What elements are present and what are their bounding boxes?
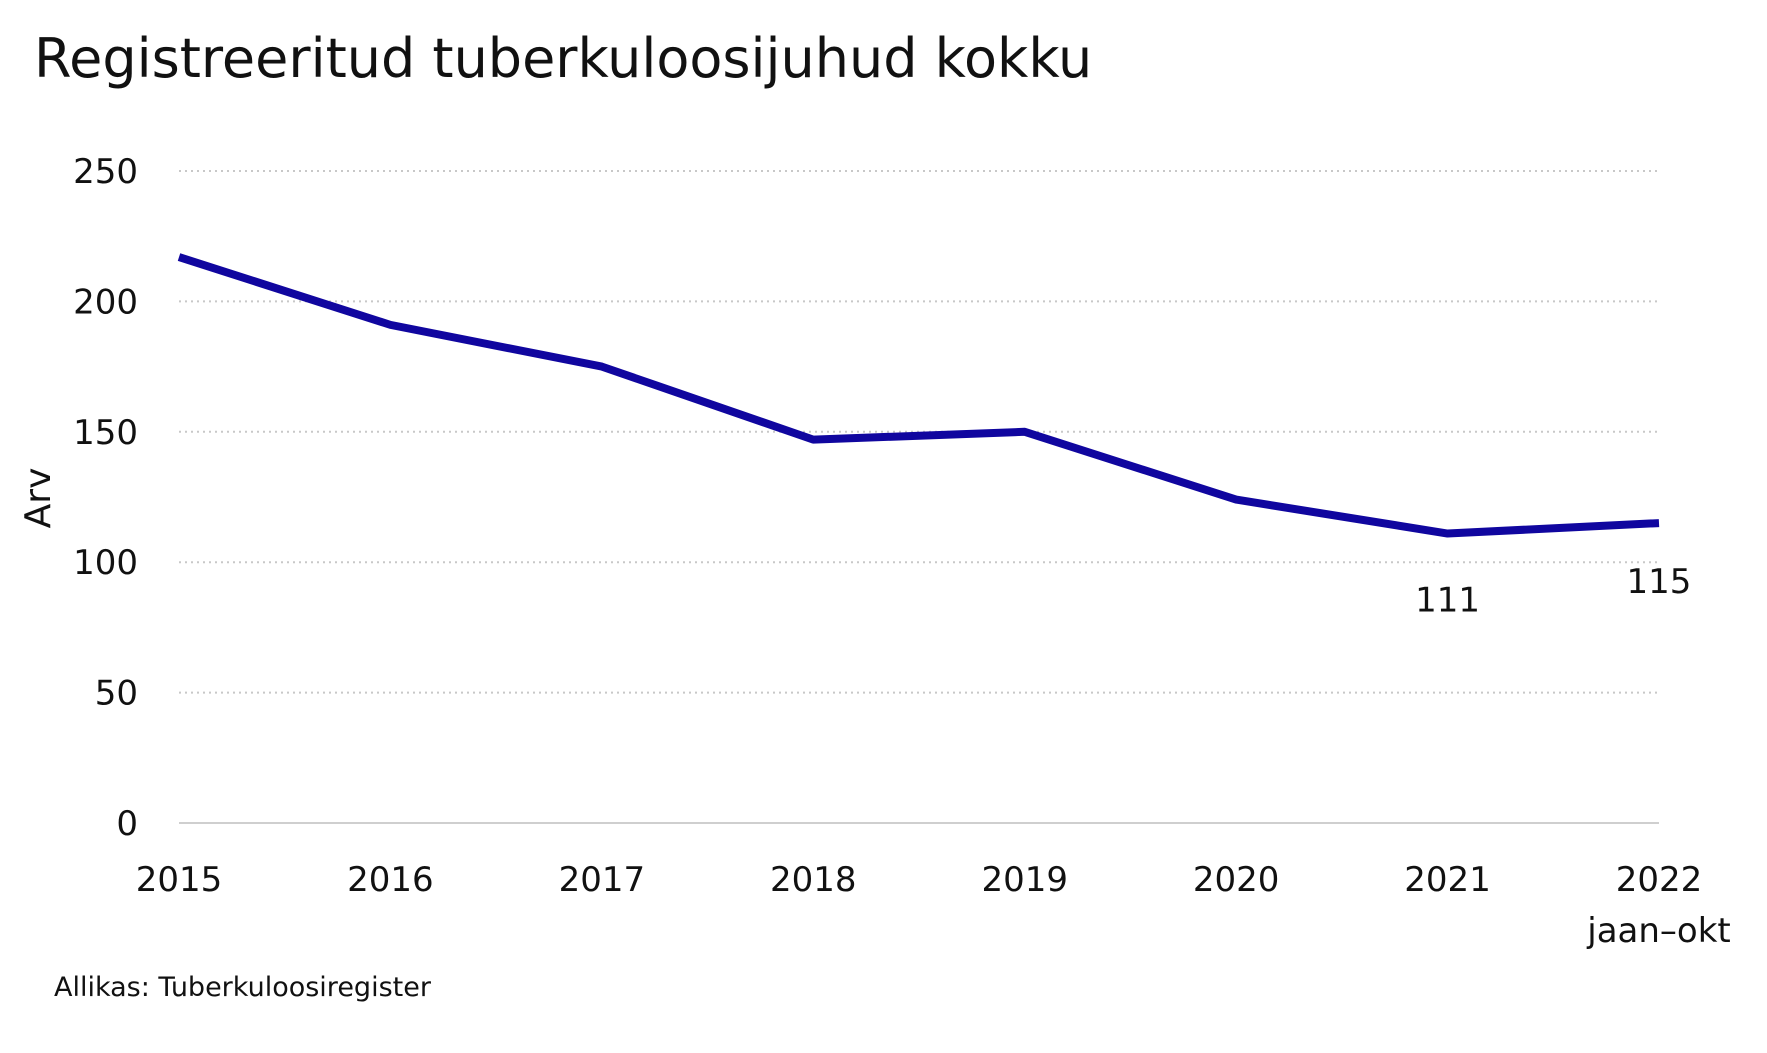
y-tick-label: 250 bbox=[73, 152, 138, 192]
y-tick-label: 200 bbox=[73, 282, 138, 322]
series bbox=[177, 253, 1660, 538]
gridlines bbox=[179, 170, 1659, 824]
data-label: 111 bbox=[1415, 581, 1480, 621]
source-note: Allikas: Tuberkuloosiregister bbox=[54, 972, 432, 1003]
x-tick-label: 2021 bbox=[1404, 860, 1491, 900]
y-axis-label: Arv bbox=[18, 468, 59, 529]
y-tick-label: 100 bbox=[73, 543, 138, 583]
data-label: 115 bbox=[1627, 562, 1692, 602]
y-tick-labels: 0 50 100 150 200 250 bbox=[73, 152, 138, 844]
x-tick-label: 2017 bbox=[559, 860, 646, 900]
x-tick-sublabel: jaan–okt bbox=[1586, 911, 1731, 951]
x-tick-label: 2020 bbox=[1193, 860, 1280, 900]
x-tick-label: 2015 bbox=[136, 860, 223, 900]
x-tick-label: 2016 bbox=[347, 860, 434, 900]
x-tick-label: 2019 bbox=[981, 860, 1068, 900]
y-tick-label: 50 bbox=[95, 674, 138, 714]
y-tick-label: 150 bbox=[73, 413, 138, 453]
x-tick-label: 2018 bbox=[770, 860, 857, 900]
data-labels: 111 115 bbox=[1415, 562, 1691, 620]
x-tick-label: 2022 bbox=[1616, 860, 1703, 900]
chart-title: Registreeritud tuberkuloosijuhud kokku bbox=[34, 27, 1092, 90]
x-tick-labels: 2015 2016 2017 2018 2019 2020 2021 2022 jaan–okt bbox=[136, 860, 1731, 951]
y-tick-label: 0 bbox=[116, 804, 138, 844]
series-line bbox=[177, 253, 1660, 538]
